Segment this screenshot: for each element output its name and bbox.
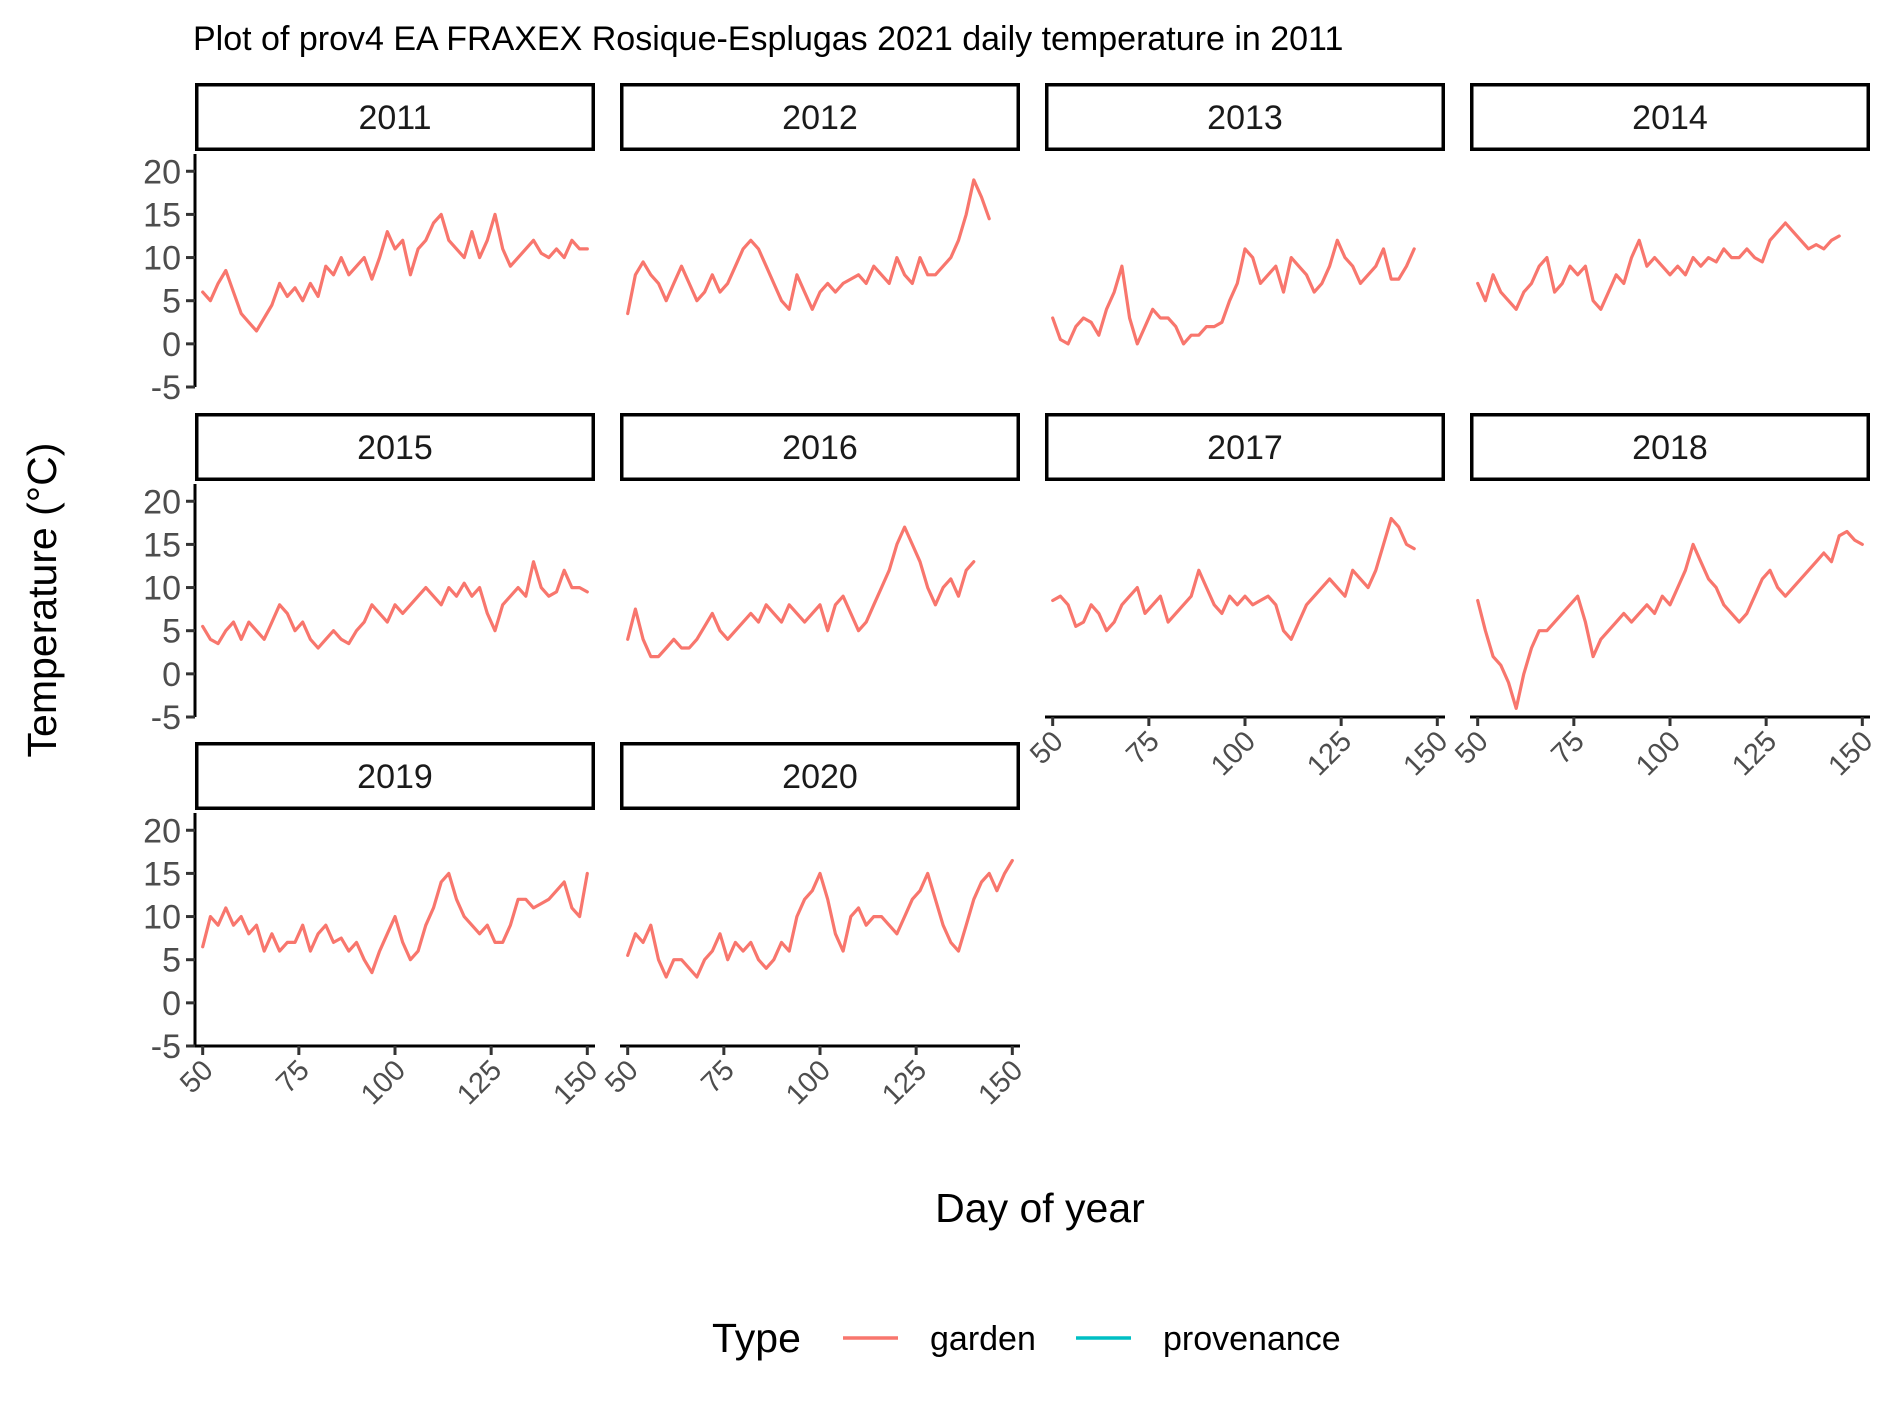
facet-strip-label: 2019 [357,758,433,796]
y-tick-label: 15 [143,526,181,564]
series-line-garden [1476,529,1864,710]
facet-strip [1470,413,1870,481]
x-tick-label: 100 [1205,725,1262,782]
x-tick-label: 75 [1545,725,1590,770]
facet-strip-label: 2011 [358,99,431,137]
facet-strip [195,413,595,481]
facet-strip-label: 2014 [1632,99,1708,137]
y-tick-label: 0 [162,985,181,1023]
facet-strip [1470,83,1870,151]
series-line-garden [1051,238,1416,346]
x-tick-label: 150 [547,1054,604,1111]
facet-strip [195,742,595,810]
series-line-garden [626,178,991,316]
x-tick-label: 50 [174,1054,219,1099]
facet-panel-2019: 2019 -5 0 5 10 15 20 50 75 100 125 150 [143,742,604,1111]
facet-strip-label: 2020 [782,758,858,796]
legend-item-garden: garden [843,1320,1036,1358]
x-tick-label: 150 [972,1054,1029,1111]
facet-strip-label: 2015 [357,429,433,467]
x-tick-label: 125 [1726,725,1783,782]
y-axis-title: Temperature (°C) [19,443,65,758]
y-tick-label: 5 [162,942,181,980]
series-line-garden [201,212,589,333]
facet-strip [620,742,1020,810]
facet-panel-2016: 2016 [620,413,1020,659]
series-line-garden [1051,516,1416,641]
series-line-garden [201,871,589,975]
x-axis-title: Day of year [935,1185,1145,1231]
y-tick-label: 0 [162,656,181,694]
chart-title: Plot of prov4 EA FRAXEX Rosique-Esplugas… [193,20,1343,58]
facet-strip-label: 2018 [1632,429,1708,467]
x-tick-label: 100 [355,1054,412,1111]
facet-strip [620,413,1020,481]
y-tick-label: 20 [143,812,181,850]
legend-title: Type [712,1315,801,1361]
legend-label: provenance [1163,1320,1341,1358]
facet-strip [1045,83,1445,151]
y-tick-label: 10 [143,899,181,937]
x-tick-label: 125 [876,1054,933,1111]
y-tick-label: 5 [162,613,181,651]
facet-strip [620,83,1020,151]
y-tick-label: -5 [151,1028,181,1066]
x-tick-label: 125 [1301,725,1358,782]
y-tick-label: 10 [143,570,181,608]
y-tick-label: 15 [143,196,181,234]
facet-panel-2013: 2013 [1045,83,1445,346]
x-tick-label: 100 [1630,725,1687,782]
facet-strip-label: 2016 [782,429,858,467]
y-tick-label: 10 [143,240,181,278]
facet-strip [1045,413,1445,481]
legend-label: garden [930,1320,1036,1358]
x-tick-label: 100 [780,1054,837,1111]
x-tick-label: 75 [270,1054,315,1099]
series-line-garden [626,525,976,659]
y-tick-label: 20 [143,153,181,191]
facet-strip-label: 2013 [1207,99,1283,137]
series-line-garden [1476,221,1841,311]
y-tick-label: 20 [143,483,181,521]
x-tick-label: 150 [1822,725,1879,782]
series-line-garden [201,560,589,650]
legend: Type garden provenance [712,1315,1341,1361]
legend-item-provenance: provenance [1076,1320,1341,1358]
facet-strip-label: 2012 [782,99,858,137]
x-tick-label: 50 [1449,725,1494,770]
facet-panel-2018: 2018 50 75 100 125 150 [1449,413,1879,782]
facet-panel-2014: 2014 [1470,83,1870,311]
y-tick-label: 0 [162,326,181,364]
x-tick-label: 125 [451,1054,508,1111]
facet-panel-2020: 2020 50 75 100 125 150 [599,742,1029,1111]
facet-panel-2017: 2017 50 75 100 125 150 [1024,413,1454,782]
facet-strip-label: 2017 [1207,429,1283,467]
facet-strip [195,83,595,151]
x-tick-label: 75 [1120,725,1165,770]
facet-panel-2011: 2011 -5 0 5 10 15 20 [143,83,595,407]
facet-panel-2015: 2015 -5 0 5 10 15 20 [143,413,595,737]
y-tick-label: 5 [162,283,181,321]
y-tick-label: -5 [151,369,181,407]
facet-panel-2012: 2012 [620,83,1020,316]
x-tick-label: 150 [1397,725,1454,782]
series-line-garden [626,858,1014,979]
x-tick-label: 50 [599,1054,644,1099]
y-tick-label: 15 [143,855,181,893]
y-tick-label: -5 [151,699,181,737]
x-tick-label: 50 [1024,725,1069,770]
x-tick-label: 75 [695,1054,740,1099]
